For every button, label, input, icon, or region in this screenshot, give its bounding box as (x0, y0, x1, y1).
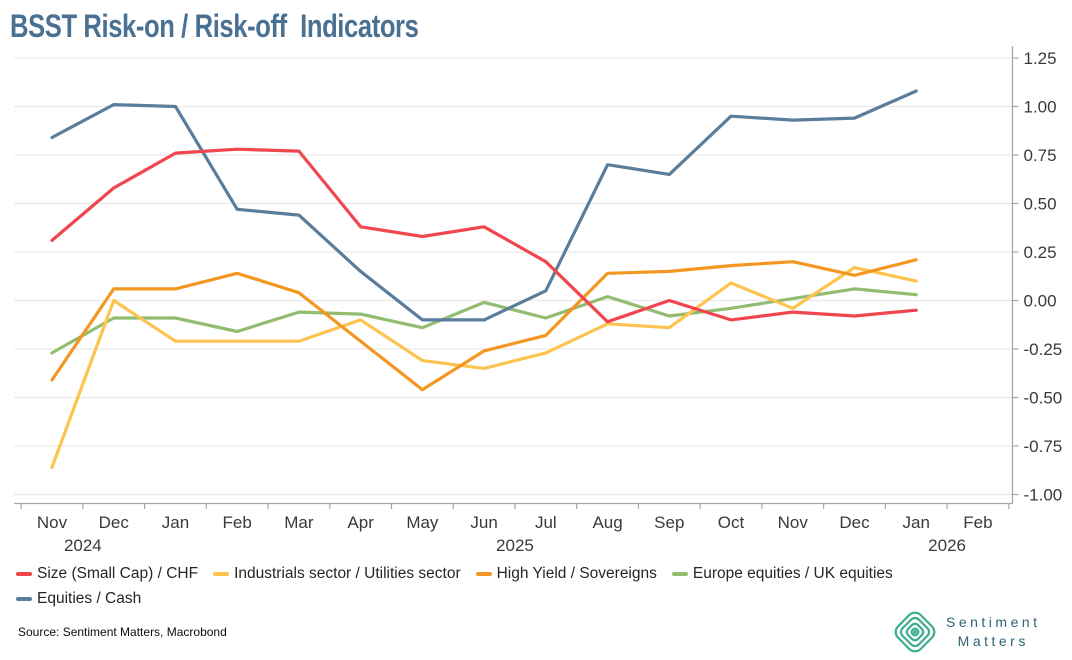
legend-row: Size (Small Cap) / CHF Industrials sector… (16, 564, 1060, 584)
legend-item: Size (Small Cap) / CHF (16, 564, 198, 584)
series-line-europe-equities-uk-equities (50, 287, 918, 355)
legend-swatch (671, 572, 688, 576)
legend-swatch (475, 572, 492, 576)
y-tick-label: -1.00 (1024, 486, 1063, 505)
x-month-label: Feb (963, 513, 992, 532)
legend-item: Equities / Cash (16, 589, 141, 609)
y-tick-label: 0.75 (1024, 146, 1057, 165)
x-month-label: Mar (284, 513, 314, 532)
y-tick-label: 1.25 (1024, 49, 1057, 68)
y-tick-label: 0.00 (1024, 292, 1057, 311)
x-month-label: Sep (654, 513, 684, 532)
y-tick-label: 1.00 (1024, 98, 1057, 117)
x-month-label: Dec (99, 513, 130, 532)
x-month-label: Jun (470, 513, 497, 532)
logo-wordmark: Sentiment Matters (946, 613, 1041, 651)
legend-swatch (16, 597, 32, 601)
x-month-label: Oct (718, 513, 745, 532)
legend-label: Europe equities / UK equities (692, 565, 893, 582)
legend-item: Europe equities / UK equities (671, 564, 893, 584)
x-month-label: Feb (223, 513, 252, 532)
page-title: BSST Risk-on / Risk-off Indicators (10, 8, 419, 44)
x-month-label: Jan (903, 513, 930, 532)
sentiment-matters-logo: Sentiment Matters (891, 608, 1041, 656)
chart-legend: Size (Small Cap) / CHF Industrials sector… (16, 564, 1060, 614)
legend-label: Industrials sector / Utilities sector (234, 565, 461, 582)
x-year-label: 2024 (64, 536, 102, 555)
series-line-industrials-sector-utilities-sector (50, 265, 918, 469)
legend-item: Industrials sector / Utilities sector (213, 564, 461, 584)
x-month-label: Jul (535, 513, 557, 532)
x-month-label: Apr (347, 513, 374, 532)
x-month-label: Nov (778, 513, 809, 532)
x-year-label: 2026 (928, 536, 966, 555)
x-month-label: May (406, 513, 439, 532)
legend-label: Size (Small Cap) / CHF (37, 565, 199, 582)
x-month-label: Aug (592, 513, 622, 532)
x-month-label: Jan (162, 513, 189, 532)
legend-row: Equities / Cash (16, 589, 1060, 609)
legend-swatch (16, 572, 32, 576)
concentric-diamond-icon (894, 611, 936, 653)
y-tick-label: 0.25 (1024, 243, 1057, 262)
legend-swatch (213, 572, 230, 576)
source-attribution: Source: Sentiment Matters, Macrobond (18, 625, 227, 639)
y-tick-label: -0.25 (1024, 340, 1063, 359)
x-month-label: Nov (37, 513, 68, 532)
series-line-size-small-cap-chf (50, 147, 918, 324)
legend-label: Equities / Cash (37, 590, 142, 607)
y-tick-label: 0.50 (1024, 195, 1057, 214)
y-tick-label: -0.75 (1024, 437, 1063, 456)
x-month-label: Dec (839, 513, 870, 532)
series-line-high-yield-sovereigns (50, 258, 918, 392)
x-year-label: 2025 (496, 536, 534, 555)
legend-item: High Yield / Sovereigns (475, 564, 657, 584)
logo-line-2: Matters (957, 633, 1029, 649)
logo-line-1: Sentiment (946, 614, 1041, 630)
legend-label: High Yield / Sovereigns (496, 565, 657, 582)
series-line-equities-cash (50, 89, 918, 322)
y-tick-label: -0.50 (1024, 389, 1063, 408)
